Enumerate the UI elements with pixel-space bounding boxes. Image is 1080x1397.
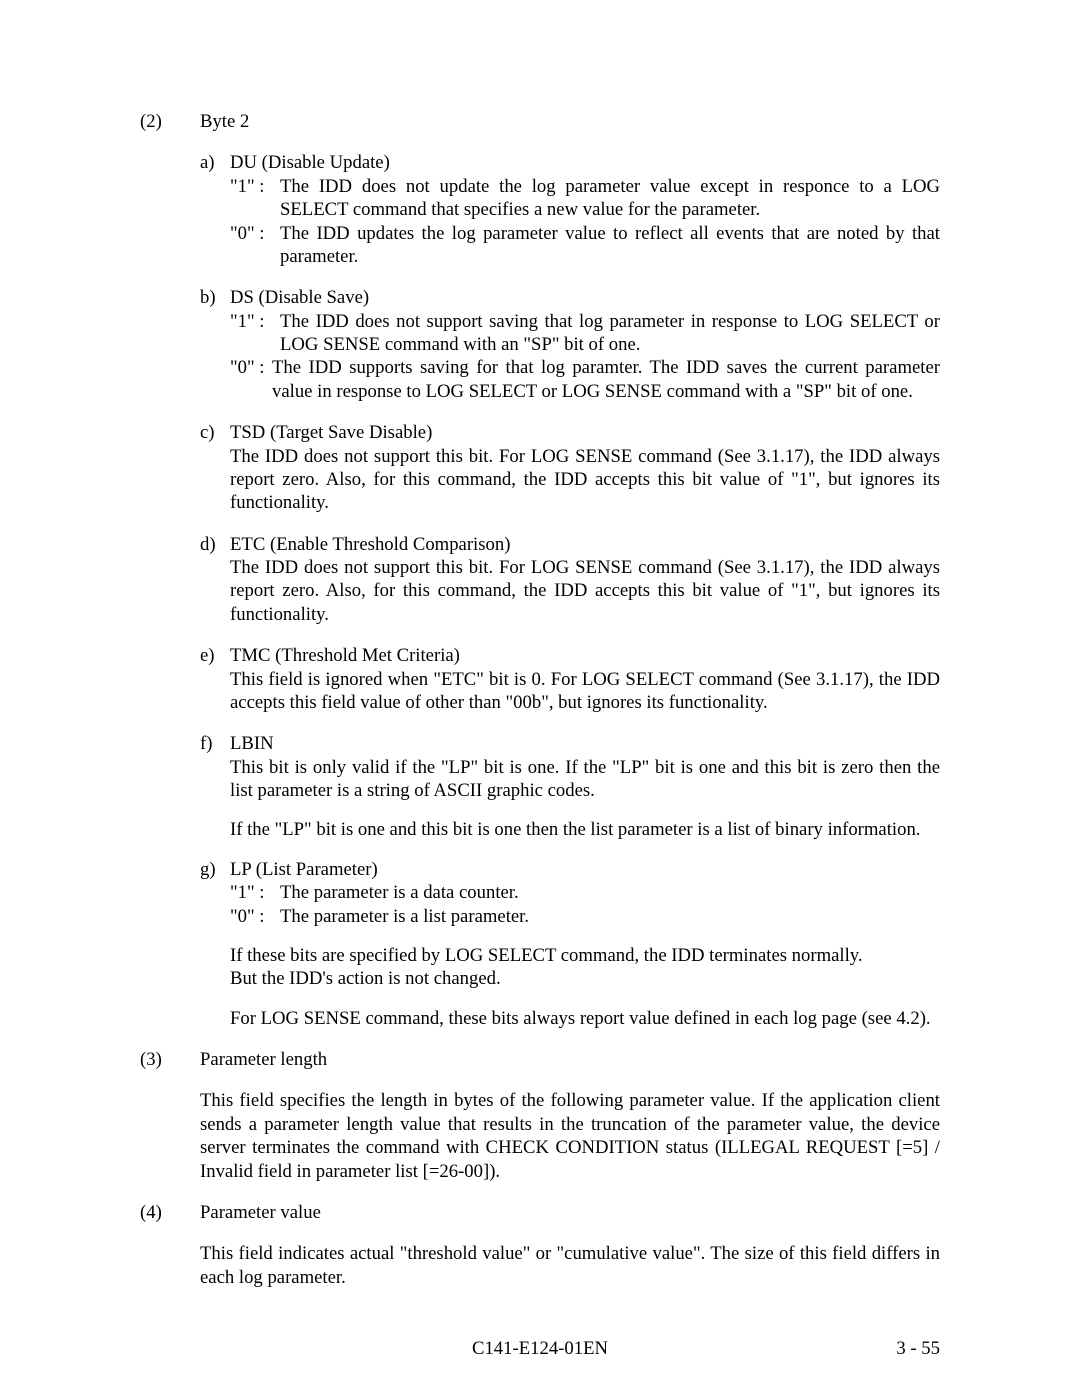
value-key: "1" : bbox=[230, 175, 280, 222]
section-4-para: This field indicates actual "threshold v… bbox=[200, 1242, 940, 1289]
item-body: DU (Disable Update) "1" : The IDD does n… bbox=[230, 151, 940, 268]
section-3: (3) Parameter length bbox=[140, 1048, 940, 1071]
section-2: (2) Byte 2 bbox=[140, 110, 940, 133]
value-row: "1" : The IDD does not support saving th… bbox=[230, 310, 940, 357]
item-heading: TMC (Threshold Met Criteria) bbox=[230, 644, 940, 667]
value-row: "0" : The IDD updates the log parameter … bbox=[230, 222, 940, 269]
value-row: "1" : The parameter is a data counter. bbox=[230, 881, 940, 904]
item-heading: LBIN bbox=[230, 732, 940, 755]
value-key: "0" : bbox=[230, 222, 280, 269]
value-text: The IDD supports saving for that log par… bbox=[272, 356, 940, 403]
item-lp: g) LP (List Parameter) "1" : The paramet… bbox=[200, 858, 940, 1030]
value-row: "0" : The IDD supports saving for that l… bbox=[230, 356, 940, 403]
value-key: "0" : bbox=[230, 905, 280, 928]
item-lbin: f) LBIN This bit is only valid if the "L… bbox=[200, 732, 940, 842]
item-letter: f) bbox=[200, 732, 230, 842]
byte2-items: a) DU (Disable Update) "1" : The IDD doe… bbox=[200, 151, 940, 1030]
item-letter: d) bbox=[200, 533, 230, 627]
section-number: (3) bbox=[140, 1048, 200, 1071]
item-heading: ETC (Enable Threshold Comparison) bbox=[230, 533, 940, 556]
item-text-2: If the "LP" bit is one and this bit is o… bbox=[230, 818, 940, 841]
section-title: Byte 2 bbox=[200, 110, 940, 133]
footer-page-number: 3 - 55 bbox=[896, 1337, 940, 1360]
item-heading: LP (List Parameter) bbox=[230, 858, 940, 881]
item-tail-line1: If these bits are specified by LOG SELEC… bbox=[230, 944, 940, 967]
item-body: TSD (Target Save Disable) The IDD does n… bbox=[230, 421, 940, 515]
item-letter: e) bbox=[200, 644, 230, 714]
item-heading: DS (Disable Save) bbox=[230, 286, 940, 309]
value-text: The IDD updates the log parameter value … bbox=[280, 222, 940, 269]
item-letter: c) bbox=[200, 421, 230, 515]
value-key: "1" : bbox=[230, 881, 280, 904]
section-number: (2) bbox=[140, 110, 200, 133]
section-4: (4) Parameter value bbox=[140, 1201, 940, 1224]
item-heading: TSD (Target Save Disable) bbox=[230, 421, 940, 444]
item-letter: a) bbox=[200, 151, 230, 268]
value-row: "1" : The IDD does not update the log pa… bbox=[230, 175, 940, 222]
section-title: Parameter value bbox=[200, 1201, 940, 1224]
item-letter: b) bbox=[200, 286, 230, 403]
item-ds: b) DS (Disable Save) "1" : The IDD does … bbox=[200, 286, 940, 403]
item-body: LBIN This bit is only valid if the "LP" … bbox=[230, 732, 940, 842]
value-text: The IDD does not support saving that log… bbox=[280, 310, 940, 357]
value-text: The parameter is a list parameter. bbox=[280, 905, 940, 928]
item-tsd: c) TSD (Target Save Disable) The IDD doe… bbox=[200, 421, 940, 515]
value-text: The parameter is a data counter. bbox=[280, 881, 940, 904]
item-text: This bit is only valid if the "LP" bit i… bbox=[230, 756, 940, 803]
item-body: LP (List Parameter) "1" : The parameter … bbox=[230, 858, 940, 1030]
item-du: a) DU (Disable Update) "1" : The IDD doe… bbox=[200, 151, 940, 268]
footer-doc-id: C141-E124-01EN bbox=[472, 1337, 608, 1360]
item-text: This field is ignored when "ETC" bit is … bbox=[230, 668, 940, 715]
item-body: ETC (Enable Threshold Comparison) The ID… bbox=[230, 533, 940, 627]
item-body: TMC (Threshold Met Criteria) This field … bbox=[230, 644, 940, 714]
page: (2) Byte 2 a) DU (Disable Update) "1" : … bbox=[0, 0, 1080, 1397]
section-title: Parameter length bbox=[200, 1048, 940, 1071]
item-etc: d) ETC (Enable Threshold Comparison) The… bbox=[200, 533, 940, 627]
item-body: DS (Disable Save) "1" : The IDD does not… bbox=[230, 286, 940, 403]
value-text: The IDD does not update the log paramete… bbox=[280, 175, 940, 222]
section-3-para: This field specifies the length in bytes… bbox=[200, 1089, 940, 1183]
item-tail-line2: But the IDD's action is not changed. bbox=[230, 967, 940, 990]
item-letter: g) bbox=[200, 858, 230, 1030]
item-text: The IDD does not support this bit. For L… bbox=[230, 556, 940, 626]
section-number: (4) bbox=[140, 1201, 200, 1224]
value-row: "0" : The parameter is a list parameter. bbox=[230, 905, 940, 928]
item-tmc: e) TMC (Threshold Met Criteria) This fie… bbox=[200, 644, 940, 714]
value-key: "1" : bbox=[230, 310, 280, 357]
item-text: The IDD does not support this bit. For L… bbox=[230, 445, 940, 515]
item-tail2: For LOG SENSE command, these bits always… bbox=[230, 1007, 940, 1030]
value-key: "0" : bbox=[230, 356, 272, 403]
item-heading: DU (Disable Update) bbox=[230, 151, 940, 174]
